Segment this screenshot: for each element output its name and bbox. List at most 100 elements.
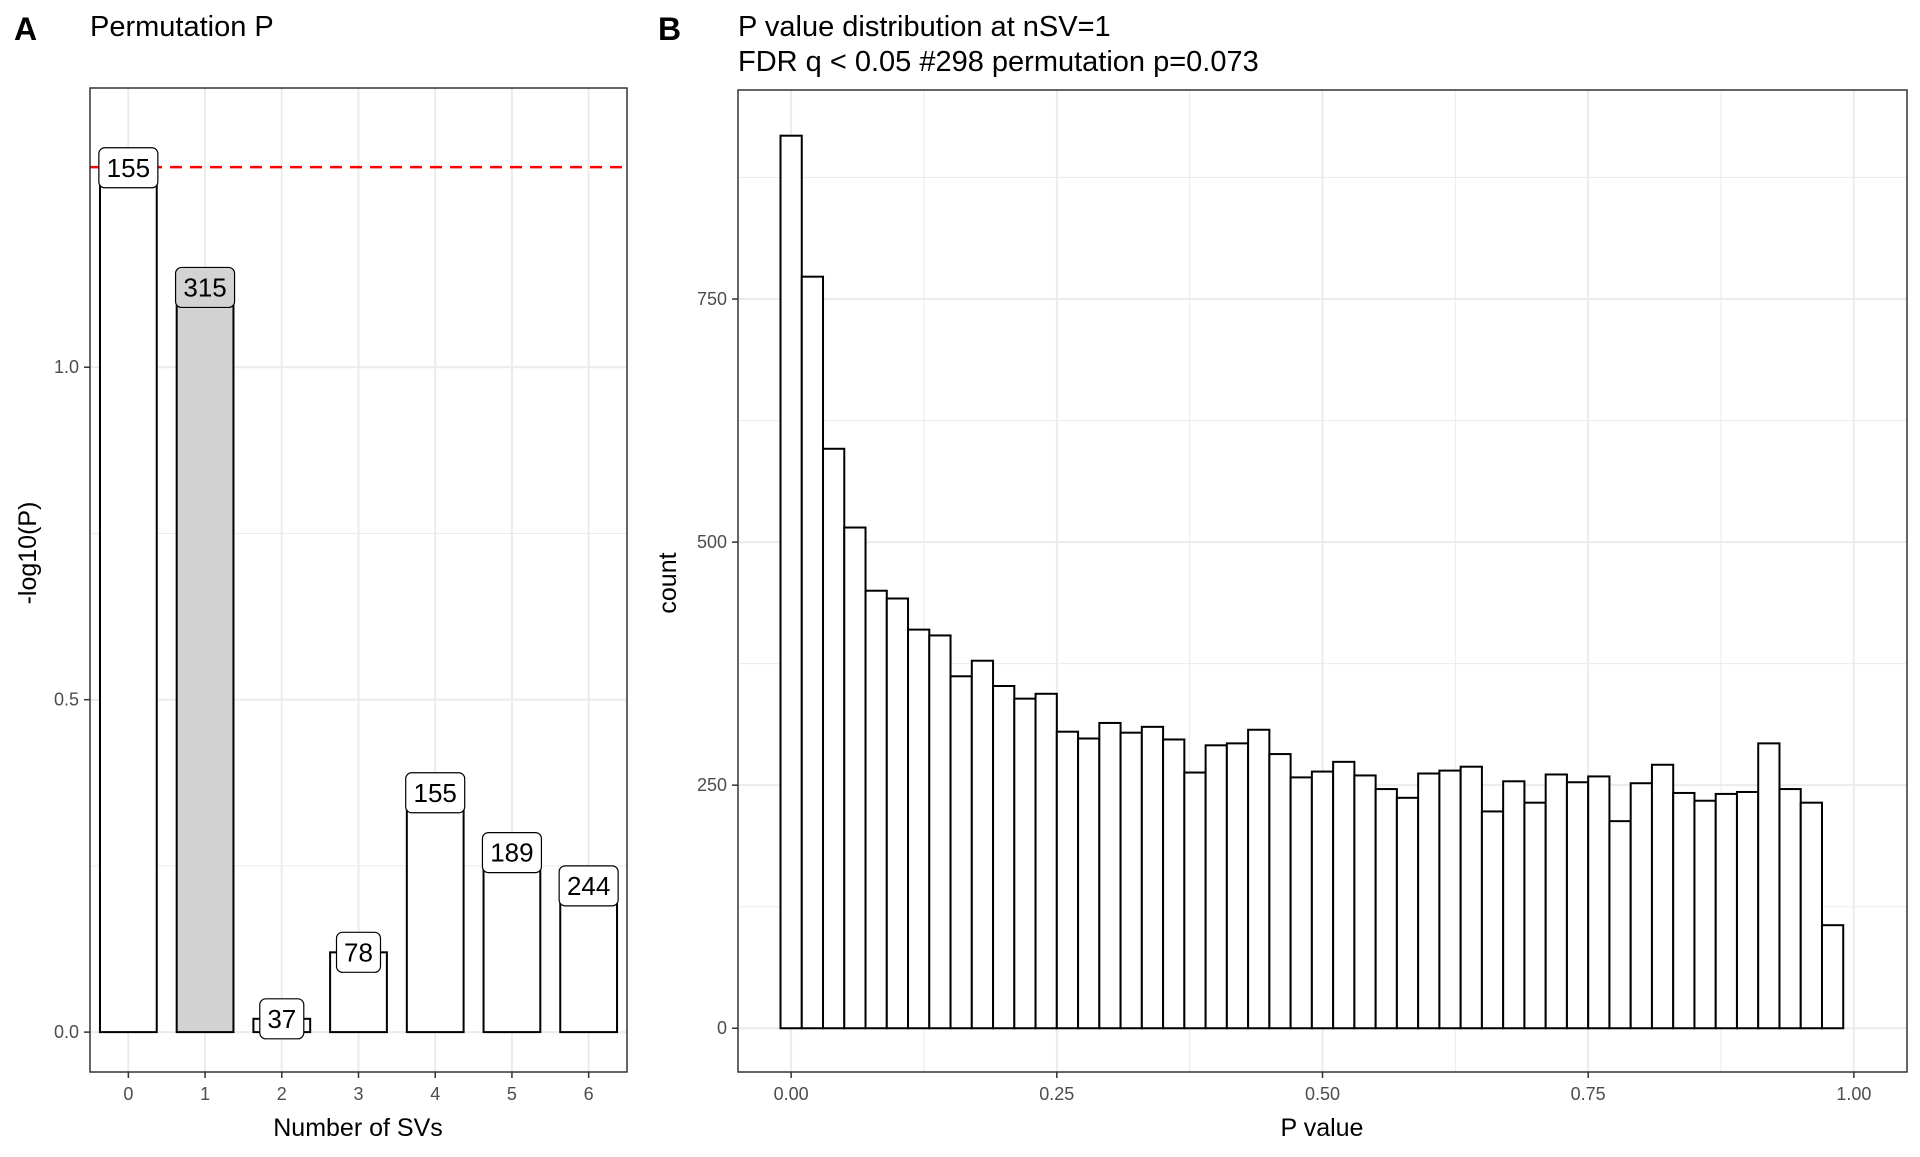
histogram-bin <box>1353 774 1377 1030</box>
bar-label-box <box>558 865 619 907</box>
histogram-bin <box>949 675 973 1030</box>
panel-a-xtick-label: 6 <box>584 1084 594 1104</box>
histogram-bin <box>1417 772 1441 1030</box>
histogram-bin <box>992 685 1016 1030</box>
bar-4 <box>405 791 465 1034</box>
panel-b-xlabel: P value <box>1281 1114 1364 1142</box>
histogram-bin <box>1247 728 1271 1030</box>
panel-a-letter: A <box>14 11 37 47</box>
panel-a-xtick-label: 5 <box>507 1084 517 1104</box>
histogram-bin <box>1672 791 1696 1030</box>
histogram-bin <box>1013 697 1037 1030</box>
panel-b-xtick-label: 0.50 <box>1305 1084 1340 1104</box>
histogram-bin <box>1119 731 1143 1030</box>
bar-1 <box>175 286 235 1034</box>
bar-label: 315 <box>183 272 226 302</box>
histogram-bin <box>864 589 888 1030</box>
histogram-bin <box>1310 770 1335 1030</box>
panel-b-title-line2: FDR q < 0.05 #298 permutation p=0.073 <box>738 46 1259 78</box>
panel-a-ytick-label: 0.5 <box>54 690 79 710</box>
histogram-bin <box>822 447 846 1030</box>
panel-b-ylabel: count <box>654 552 682 613</box>
histogram-bin <box>800 275 825 1030</box>
bar-5 <box>482 851 542 1034</box>
panel-b-ytick-label: 500 <box>697 532 727 552</box>
histogram-bin <box>1587 775 1611 1030</box>
histogram-bin <box>1289 776 1313 1030</box>
histogram-bin <box>1183 771 1207 1030</box>
histogram-bin <box>1820 924 1845 1030</box>
panel-b-ytick-label: 250 <box>697 775 727 795</box>
panel-a-xlabel: Number of SVs <box>273 1114 443 1142</box>
histogram-bin <box>885 597 910 1030</box>
histogram-bin <box>1140 725 1165 1030</box>
bar-label-box <box>98 147 159 189</box>
panel-a-title: Permutation P <box>90 11 274 43</box>
panel-a-plot: 155 315 37 78 155 189 244 0.0 0.5 1.0 0 1 2 3 4 5 6 <box>54 87 628 1104</box>
histogram-bin <box>843 526 867 1030</box>
bar-label-box <box>481 831 543 874</box>
histogram-bin <box>1204 744 1228 1030</box>
histogram-bin <box>1077 737 1101 1030</box>
histogram-bin <box>1714 792 1738 1030</box>
histogram-bin <box>1395 796 1420 1030</box>
bar-0 <box>98 166 158 1034</box>
bar-label-box <box>335 931 382 973</box>
panel-b-xtick-label: 0.00 <box>774 1084 809 1104</box>
histogram-bin <box>1374 788 1398 1030</box>
histogram-bin <box>1650 763 1675 1030</box>
histogram-bin <box>928 634 952 1030</box>
bar-label-box <box>259 998 305 1040</box>
bar-6 <box>559 884 619 1034</box>
histogram-bin <box>907 628 931 1030</box>
bar-label-box <box>174 266 236 309</box>
histogram-bin <box>1162 738 1186 1030</box>
histogram-bin <box>1778 788 1802 1030</box>
histogram-bin <box>1098 721 1122 1030</box>
panel-b-xtick-label: 0.75 <box>1571 1084 1606 1104</box>
histogram-bin <box>1034 692 1058 1030</box>
histogram-bin <box>1757 742 1781 1030</box>
panel-b-title-line1: P value distribution at nSV=1 <box>738 11 1111 43</box>
bar-label: 78 <box>344 937 373 967</box>
panel-b-plot: 0 250 500 750 0.00 0.25 0.50 0.75 1.00 <box>697 89 1908 1104</box>
histogram-bin <box>1332 760 1356 1030</box>
histogram-bin <box>1459 765 1483 1030</box>
bar-label: 244 <box>567 871 610 901</box>
panel-a-xtick-label: 3 <box>353 1084 363 1104</box>
panel-a-xtick-label: 2 <box>277 1084 287 1104</box>
panel-b-ytick-label: 0 <box>717 1018 727 1038</box>
bar-label-box <box>405 772 466 814</box>
histogram-bin <box>1502 780 1526 1030</box>
histogram-bin <box>1544 773 1568 1030</box>
histogram-bin <box>1055 730 1080 1030</box>
panel-b-letter: B <box>658 11 681 47</box>
histogram-bin <box>1735 790 1760 1030</box>
panel-a-ytick-label: 0.0 <box>54 1022 79 1042</box>
histogram-bin <box>1629 782 1653 1030</box>
panel-a-xtick-label: 4 <box>430 1084 440 1104</box>
panel-a-ylabel: -log10(P) <box>14 502 42 605</box>
bar-label: 155 <box>414 778 457 808</box>
panel-b-xtick-label: 0.25 <box>1039 1084 1074 1104</box>
histogram-bin <box>1608 820 1632 1030</box>
panel-a-xtick-label: 0 <box>123 1084 133 1104</box>
histogram-bin <box>1268 753 1292 1030</box>
histogram-bin <box>1480 810 1505 1030</box>
histogram-bin <box>1225 742 1250 1030</box>
bar-label: 37 <box>267 1004 296 1034</box>
panel-b-xtick-label: 1.00 <box>1836 1084 1871 1104</box>
histogram-bin <box>1565 781 1590 1030</box>
histogram-bin <box>1438 769 1462 1030</box>
panel-a-ytick-label: 1.0 <box>54 357 79 377</box>
panel-b-ytick-label: 750 <box>697 289 727 309</box>
bar-label: 155 <box>107 153 150 183</box>
histogram-bin <box>970 659 995 1030</box>
histogram-bin <box>1799 801 1823 1030</box>
panel-a-xtick-label: 1 <box>200 1084 210 1104</box>
histogram-bin <box>1523 801 1547 1030</box>
bar-label: 189 <box>490 838 533 868</box>
histogram-bin <box>1693 799 1717 1030</box>
